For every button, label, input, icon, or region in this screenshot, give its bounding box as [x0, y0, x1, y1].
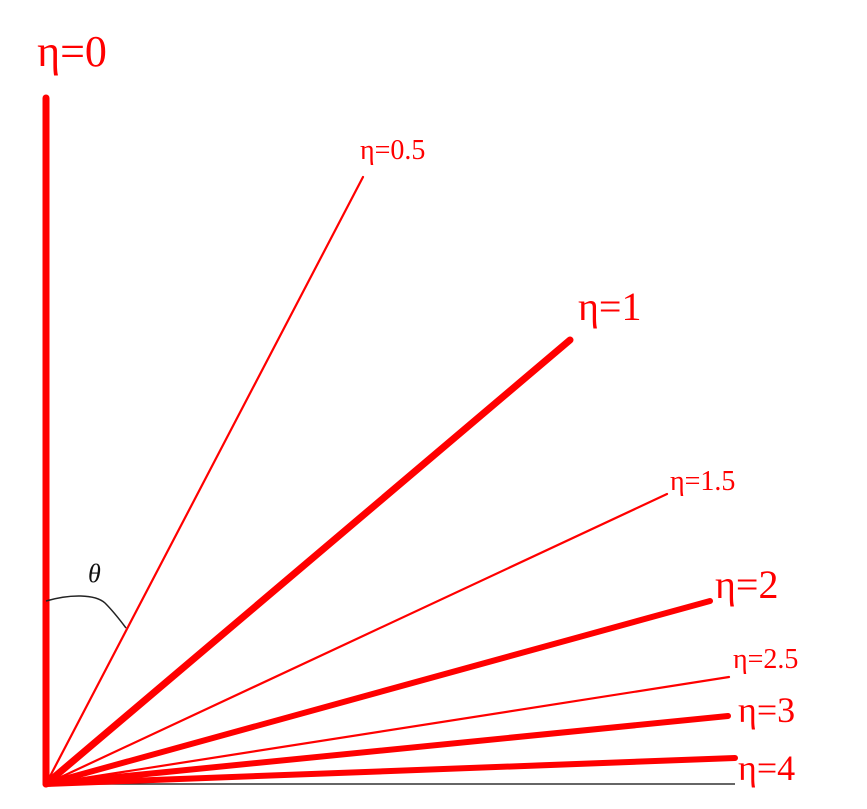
- ray-eta-4: [43, 755, 738, 787]
- ray-eta-1-5: [44, 492, 669, 786]
- ray-eta-2-5: [44, 675, 731, 786]
- ray-label-eta-4: η=4: [738, 748, 795, 788]
- ray-label-eta-1-5: η=1.5: [670, 466, 735, 497]
- ray-label-eta-1: η=1: [578, 284, 641, 329]
- theta-label: θ: [88, 559, 101, 588]
- ray-label-eta-0: η=0: [37, 27, 107, 76]
- ray-eta-0-5: [44, 175, 365, 786]
- ray-label-eta-0-5: η=0.5: [360, 135, 425, 166]
- ray-eta-2: [43, 598, 713, 787]
- ray-label-eta-2: η=2: [715, 562, 778, 607]
- ray-label-eta-3: η=3: [738, 690, 795, 730]
- eta-rays: η=0 η=0.5 η=1 η=1.5 η=2 η=2.5 η=3 η=4: [37, 27, 798, 788]
- ray-eta-1: [42, 336, 574, 788]
- ray-label-eta-2-5: η=2.5: [733, 644, 798, 675]
- ray-eta-3: [43, 713, 731, 787]
- theta-arc: [45, 595, 127, 629]
